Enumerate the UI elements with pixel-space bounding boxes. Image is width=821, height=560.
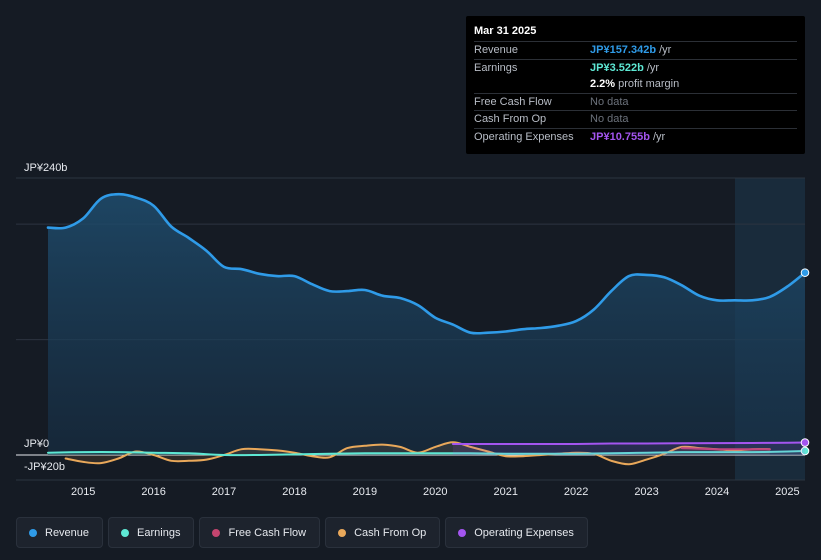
tooltip-value: JP¥10.755b — [590, 130, 650, 143]
x-tick-label: 2018 — [282, 486, 306, 498]
legend-item-cash-from-op[interactable]: Cash From Op — [325, 517, 441, 548]
legend-label: Cash From Op — [354, 526, 427, 539]
revenue-area — [48, 194, 805, 455]
tooltip-value: JP¥3.522b — [590, 61, 644, 74]
tooltip-label: Earnings — [474, 61, 518, 74]
tooltip-value: 2.2% — [590, 78, 616, 90]
y-label-top: JP¥240b — [24, 162, 67, 174]
tooltip-label: Revenue — [474, 44, 519, 56]
free-cash-flow-dot-icon — [212, 528, 221, 537]
tooltip-unit: /yr — [646, 61, 660, 74]
chart: 2015 2016 2017 2018 2019 2020 2021 2022 2023 2024… — [16, 162, 810, 498]
tooltip-row-revenue: Revenue JP¥157.342b /yr — [474, 41, 797, 59]
revenue-line — [46, 192, 807, 335]
legend-item-free-cash-flow[interactable]: Free Cash Flow — [199, 517, 321, 548]
tooltip-value: No data — [590, 113, 629, 125]
operating-expenses-end-point — [800, 438, 810, 447]
earnings-dot-icon — [121, 528, 130, 537]
tooltip-row-profit-margin: 2.2% profit margin — [474, 76, 797, 93]
tooltip-row-operating-expenses: Operating Expenses JP¥10.755b /yr — [474, 127, 797, 146]
x-tick-label: 2022 — [564, 486, 588, 498]
operating-expenses-area — [452, 442, 805, 455]
y-label-zero: JP¥0 — [24, 438, 49, 450]
tooltip-unit: /yr — [659, 44, 672, 56]
cash-from-op-dot-icon — [338, 528, 347, 537]
tooltip-date: Mar 31 2025 — [474, 25, 537, 37]
legend-label: Earnings — [137, 526, 181, 539]
x-tick-label: 2023 — [634, 486, 658, 498]
tooltip-label: Operating Expenses — [474, 130, 574, 143]
revenue-end-point — [800, 268, 810, 277]
x-tick-label: 2020 — [423, 486, 447, 498]
tooltip-label: Free Cash Flow — [474, 95, 552, 108]
tooltip-label: Cash From Op — [474, 113, 547, 125]
tooltip-unit: profit margin — [618, 78, 680, 90]
legend-label: Free Cash Flow — [228, 526, 307, 539]
legend-item-operating-expenses[interactable]: Operating Expenses — [445, 517, 588, 548]
tooltip-value: No data — [590, 95, 629, 108]
free-cash-flow-line — [680, 447, 771, 451]
legend-label: Revenue — [45, 526, 90, 539]
tooltip-value: JP¥157.342b — [590, 44, 657, 56]
legend-item-earnings[interactable]: Earnings — [108, 517, 195, 548]
earnings-line — [47, 450, 806, 457]
legend: Revenue Earnings Free Cash Flow Cash Fro… — [16, 517, 588, 548]
x-tick-label: 2015 — [71, 486, 95, 498]
x-tick-label: 2017 — [212, 486, 236, 498]
tooltip-row-cash-from-op: Cash From Op No data — [474, 110, 797, 128]
legend-item-revenue[interactable]: Revenue — [16, 517, 104, 548]
earnings-end-point — [800, 446, 810, 456]
x-tick-label: 2024 — [705, 486, 729, 498]
y-label-bottom: -JP¥20b — [24, 461, 65, 473]
tooltip: Mar 31 2025 Revenue JP¥157.342b /yr Earn… — [466, 16, 805, 154]
legend-label: Operating Expenses — [474, 526, 574, 539]
tooltip-unit: /yr — [652, 130, 666, 143]
revenue-dot-icon — [29, 528, 37, 537]
tooltip-row-free-cash-flow: Free Cash Flow No data — [474, 92, 797, 111]
tooltip-row-earnings: Earnings JP¥3.522b /yr — [474, 58, 797, 77]
x-tick-label: 2019 — [353, 486, 377, 498]
x-tick-label: 2021 — [493, 486, 517, 498]
x-tick-label: 2016 — [141, 486, 165, 498]
operating-expenses-line — [451, 441, 806, 446]
tooltip-label — [474, 76, 590, 93]
x-tick-label: 2025 — [775, 486, 799, 498]
operating-expenses-dot-icon — [458, 528, 467, 537]
